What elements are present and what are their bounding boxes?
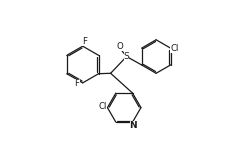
Text: F: F: [82, 37, 87, 46]
Text: Cl: Cl: [98, 102, 107, 111]
Text: F: F: [75, 79, 80, 88]
Text: N: N: [129, 121, 137, 130]
Text: Cl: Cl: [170, 44, 179, 53]
Text: S: S: [124, 52, 129, 61]
Text: O: O: [116, 42, 123, 51]
